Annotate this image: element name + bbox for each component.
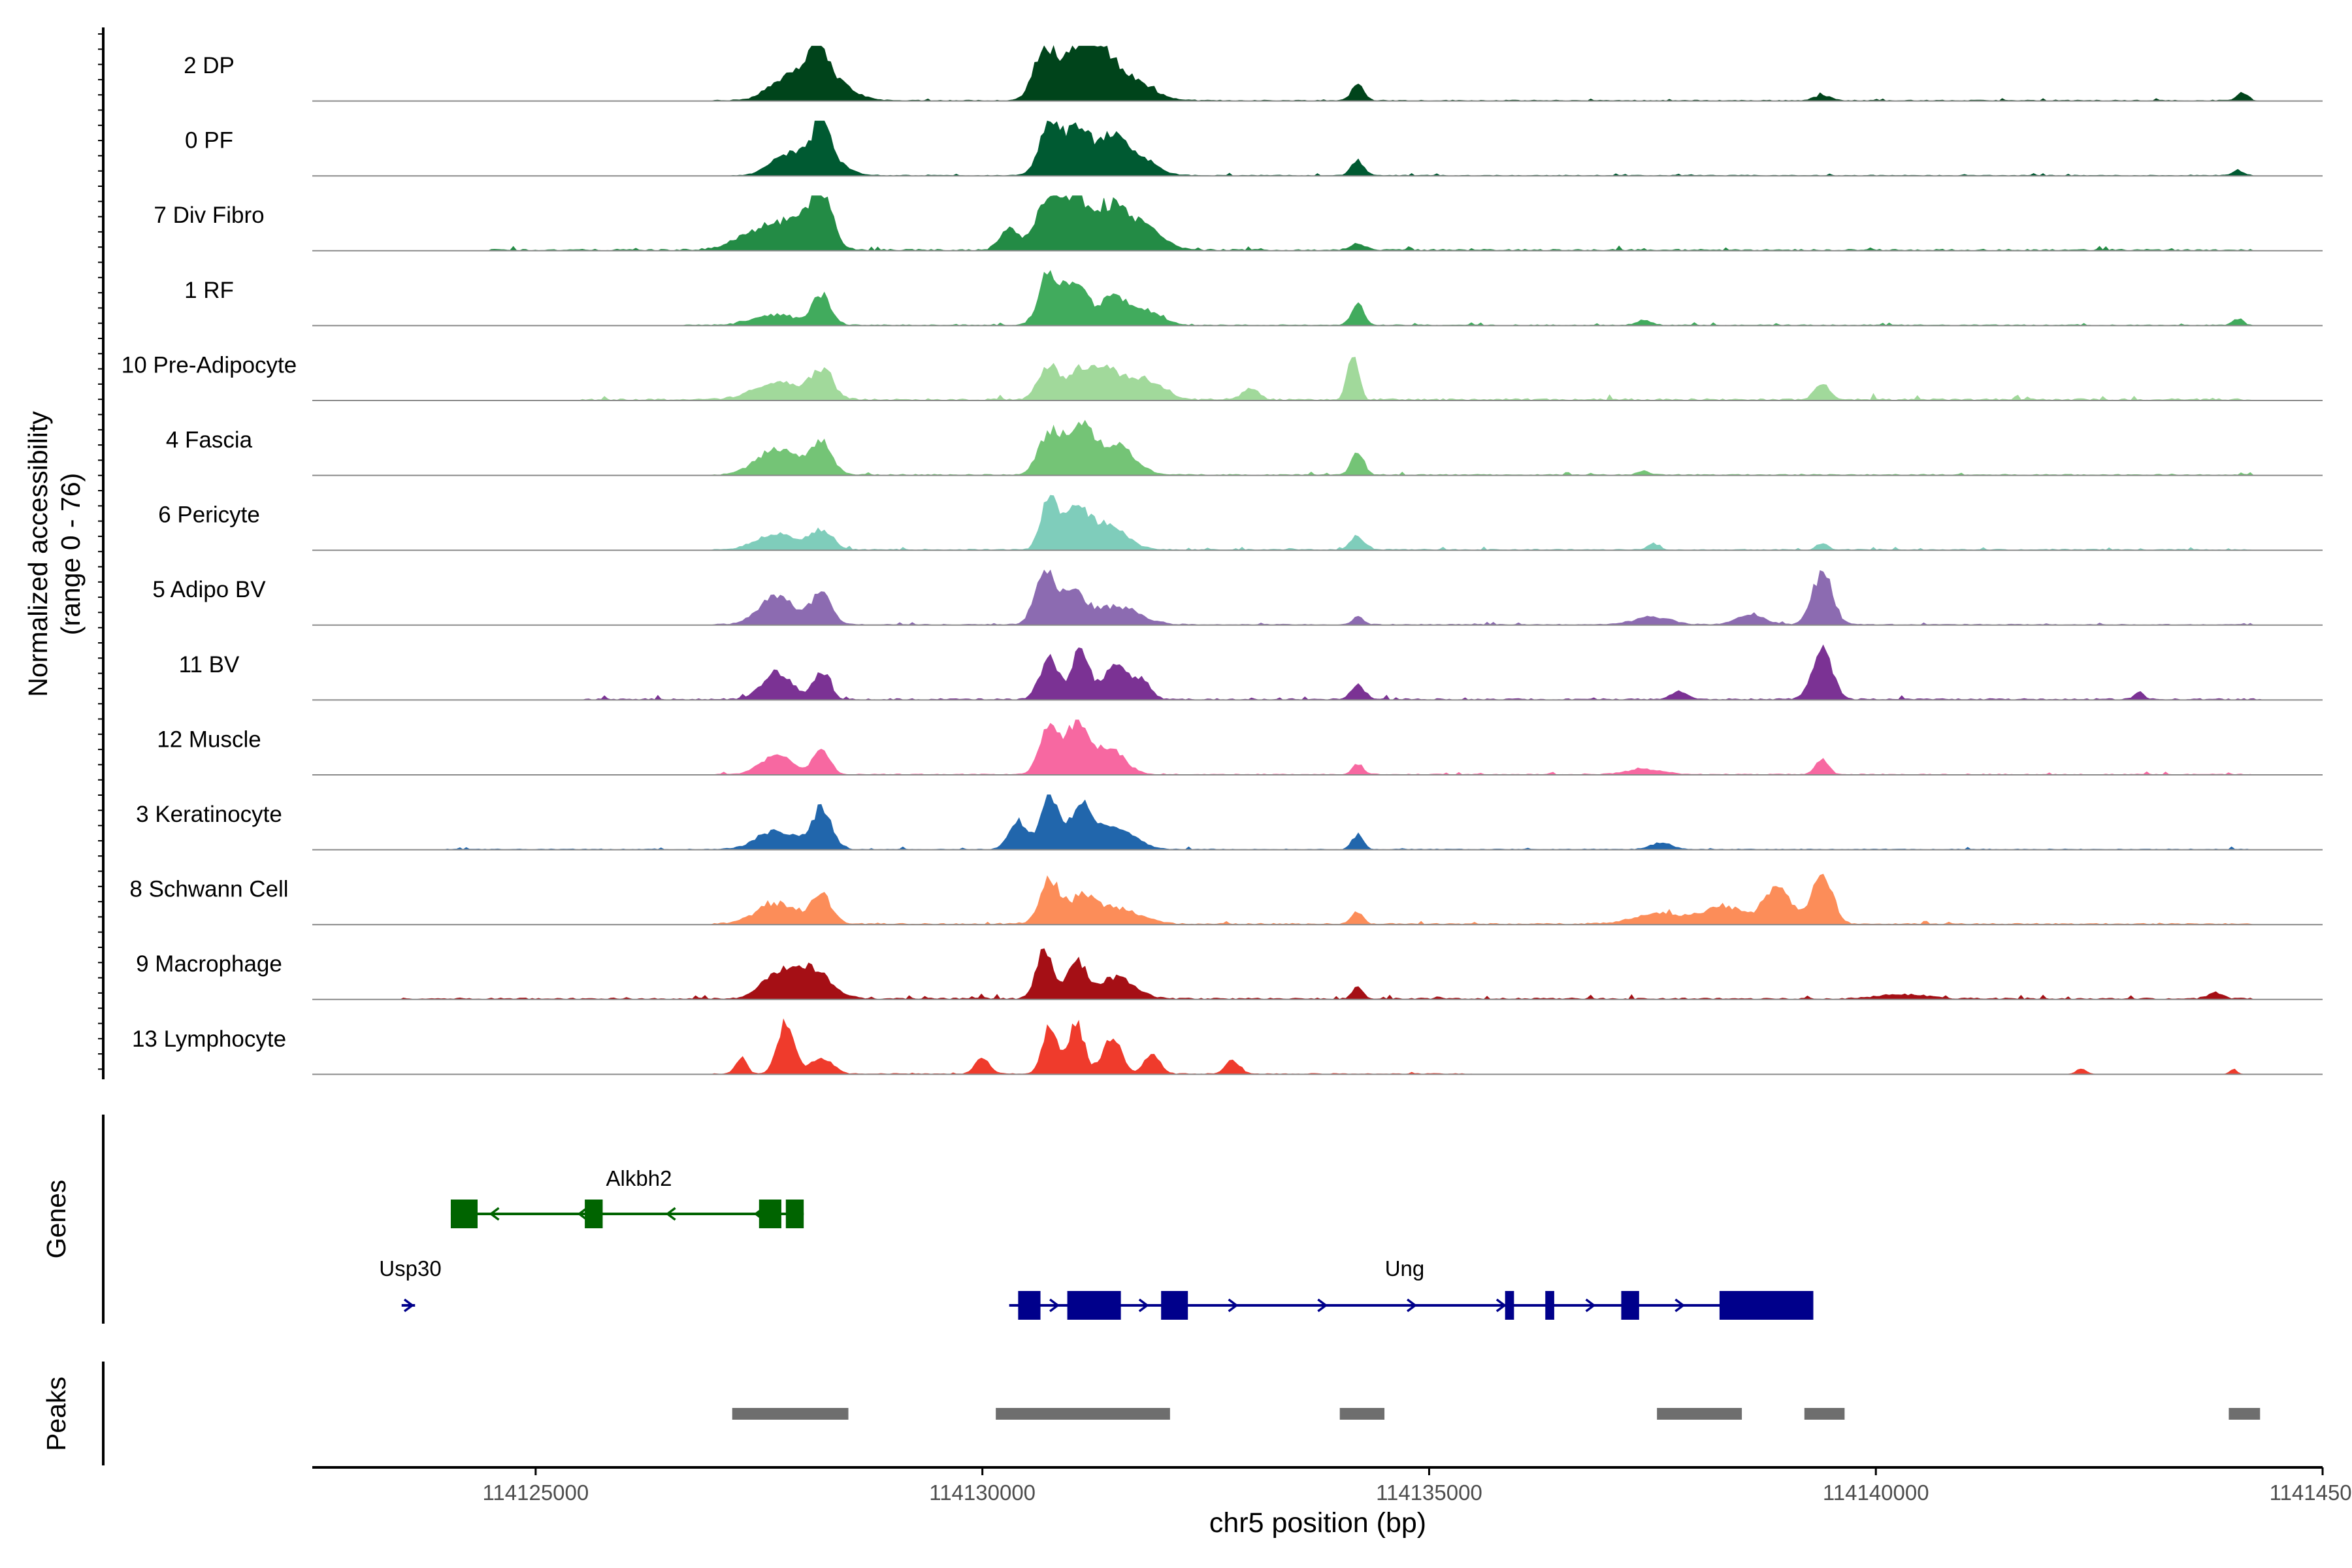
track-label: 13 Lymphocyte: [132, 1026, 286, 1052]
gene-usp30: Usp30: [379, 1256, 442, 1313]
track-2-dp: 2 DP: [184, 44, 2323, 102]
track-0-pf: 0 PF: [185, 120, 2323, 177]
x-tick-label: 114145000: [2270, 1480, 2352, 1505]
track-5-adipo-bv: 5 Adipo BV: [152, 569, 2323, 626]
strand-arrow: [577, 1207, 588, 1221]
strand-arrow: [403, 1298, 414, 1313]
track-10-pre-adipocyte: 10 Pre-Adipocyte: [122, 352, 2323, 401]
x-tick-label: 114140000: [1823, 1480, 1929, 1505]
peak-region: [1339, 1408, 1385, 1420]
peak-region: [732, 1408, 849, 1420]
track-8-schwann-cell: 8 Schwann Cell: [129, 874, 2323, 926]
y-axis-ticks: [98, 33, 103, 1070]
coverage-tracks: 2 DP 0 PF 7 Div Fibro 1 RF 10 Pre-Adipocyte 4…: [122, 44, 2323, 1075]
peaks-panel: Peaks: [41, 1362, 2261, 1465]
y-axis: Normalized accessibility (range 0 - 76): [23, 27, 105, 1079]
track-13-lymphocyte: 13 Lymphocyte: [132, 1018, 2323, 1075]
track-label: 1 RF: [184, 278, 234, 303]
track-12-muscle: 12 Muscle: [157, 719, 2323, 776]
exon: [1505, 1291, 1514, 1320]
exon: [1719, 1291, 1814, 1320]
exon: [1545, 1291, 1554, 1320]
track-3-keratinocyte: 3 Keratinocyte: [136, 794, 2323, 851]
track-9-macrophage: 9 Macrophage: [136, 948, 2323, 1000]
exon: [1161, 1291, 1188, 1320]
strand-arrow: [1674, 1298, 1686, 1313]
peak-region: [1657, 1408, 1742, 1420]
genes-panel-label: Genes: [41, 1180, 71, 1259]
track-label: 5 Adipo BV: [152, 577, 266, 602]
track-label: 0 PF: [185, 128, 233, 154]
exon: [785, 1200, 804, 1228]
strand-arrow: [1049, 1298, 1060, 1313]
gene-label: Usp30: [379, 1256, 441, 1281]
gene-ung: Ung: [1009, 1256, 1814, 1320]
gene-label: Alkbh2: [606, 1166, 672, 1190]
gene-label: Ung: [1385, 1256, 1425, 1281]
peak-region: [996, 1408, 1170, 1420]
track-6-pericyte: 6 Pericyte: [158, 495, 2323, 551]
peak-region: [2229, 1408, 2261, 1420]
exon: [759, 1200, 781, 1228]
track-4-fascia: 4 Fascia: [166, 419, 2323, 476]
peak-region: [1804, 1408, 1845, 1420]
peaks-panel-label: Peaks: [41, 1377, 71, 1451]
x-axis: 114125000 114130000 114135000 114140000 1141…: [312, 1466, 2352, 1539]
strand-arrow: [489, 1207, 500, 1221]
gene-models: Alkbh2 Ung Usp30: [379, 1166, 1814, 1320]
track-label: 2 DP: [184, 53, 235, 78]
strand-arrow: [1228, 1298, 1239, 1313]
x-tick-label: 114135000: [1376, 1480, 1482, 1505]
track-label: 10 Pre-Adipocyte: [122, 352, 297, 378]
genes-panel: Genes Alkbh2 Ung Usp30: [41, 1115, 1814, 1324]
exon: [585, 1200, 603, 1228]
exon: [1621, 1291, 1639, 1320]
gene-alkbh2: Alkbh2: [450, 1166, 804, 1228]
peak-regions: [732, 1408, 2261, 1420]
track-label: 11 BV: [179, 652, 240, 678]
track-11-bv: 11 BV: [179, 644, 2323, 701]
exon: [1067, 1291, 1121, 1320]
track-1-rf: 1 RF: [184, 270, 2323, 327]
track-label: 3 Keratinocyte: [136, 802, 282, 827]
strand-arrow: [1407, 1298, 1418, 1313]
y-axis-range-label: (range 0 - 76): [56, 473, 86, 635]
track-label: 7 Div Fibro: [154, 203, 264, 228]
exon: [1018, 1291, 1041, 1320]
track-label: 12 Muscle: [157, 727, 261, 752]
track-label: 4 Fascia: [166, 427, 253, 453]
exon: [450, 1200, 478, 1228]
strand-arrow: [1585, 1298, 1596, 1313]
y-axis-label: Normalized accessibility: [23, 411, 53, 697]
track-label: 8 Schwann Cell: [129, 877, 288, 902]
strand-arrow: [1138, 1298, 1149, 1313]
x-axis-ticks: 114125000 114130000 114135000 114140000 1141…: [483, 1467, 2352, 1505]
track-label: 6 Pericyte: [158, 502, 260, 528]
strand-arrow: [665, 1207, 676, 1221]
x-tick-label: 114130000: [929, 1480, 1036, 1505]
strand-arrow: [1495, 1298, 1507, 1313]
track-label: 9 Macrophage: [136, 951, 282, 977]
strand-arrow: [1317, 1298, 1328, 1313]
x-tick-label: 114125000: [483, 1480, 589, 1505]
x-axis-label: chr5 position (bp): [1209, 1507, 1426, 1539]
track-7-div-fibro: 7 Div Fibro: [154, 195, 2323, 252]
